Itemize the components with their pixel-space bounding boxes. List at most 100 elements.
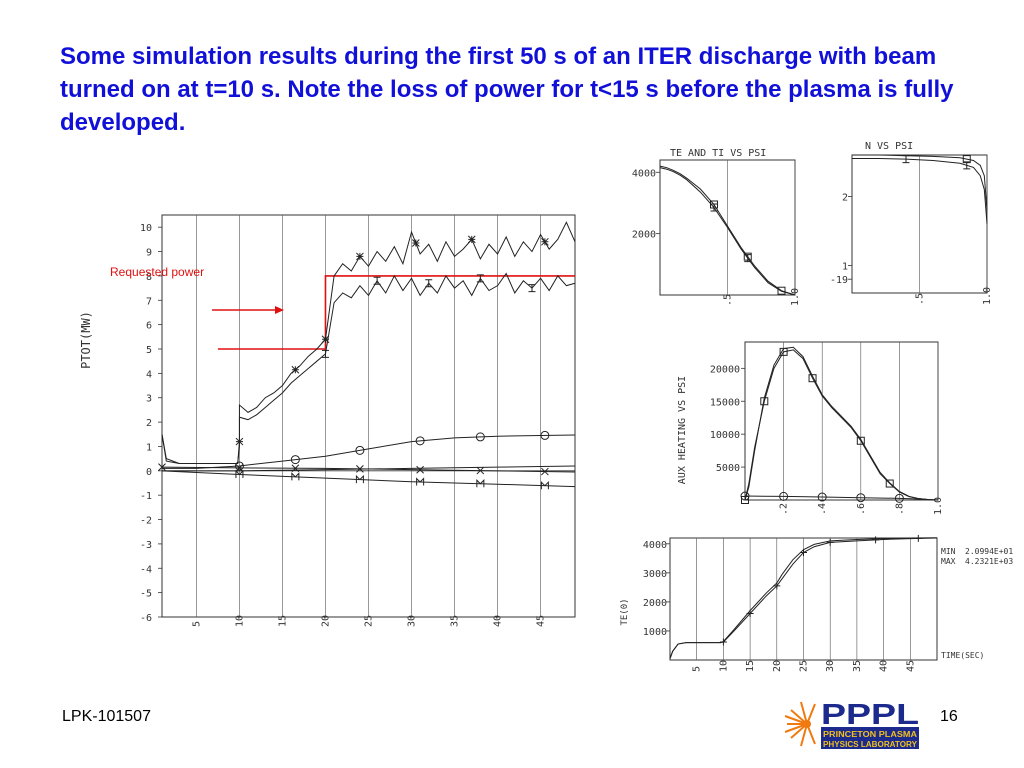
ptot-x-tick-label: 15 <box>277 615 288 627</box>
ptot-y-tick-label: 2 <box>146 418 152 429</box>
te0-min-value: 2.0994E+01 <box>965 547 1013 556</box>
ptot-y-tick-label: 1 <box>146 442 152 453</box>
n_psi-series-1-marker <box>962 155 971 164</box>
requested-power-line <box>217 275 575 350</box>
n-psi-plot: .5 1.0 2 1 -19 <box>830 154 993 305</box>
aux-series-2-marker <box>856 493 866 503</box>
ptot-x-tick-label: 40 <box>493 615 504 627</box>
slide-title: Some simulation results during the first… <box>60 43 954 136</box>
ptot-series-3-marker <box>158 463 166 472</box>
te-ti-chart: TE AND TI VS PSI .5 1.0 4000 2000 <box>632 148 800 306</box>
te0-y-tick-label: 4000 <box>643 540 667 551</box>
ptot-series-0-marker <box>411 239 420 247</box>
aux-series-2-line <box>744 495 939 501</box>
ptot-series-1-marker <box>321 349 329 358</box>
ptot-plot: 5 10 15 20 25 30 35 40 45109876543210-1-2-3-4-5-… <box>140 214 576 627</box>
aux-plot: .2 .4 .6 .8 1.0 20000 15000 10000 5000 <box>710 341 944 515</box>
n_psi-y-tick-label: -19 <box>830 275 848 286</box>
n-psi-chart: N VS PSI .5 1.0 2 1 -19 <box>830 141 993 305</box>
ptot-x-tick-label: 5 <box>191 621 202 627</box>
te_ti-series-1-marker <box>710 200 718 209</box>
aux-x-tick-label: .8 <box>894 503 905 515</box>
aux-series-2-marker <box>894 493 904 503</box>
ptot-series-1-marker <box>425 279 433 288</box>
te0-ylabel: TE(0) <box>620 598 630 625</box>
te0-x-tick-label: 5 <box>692 666 703 672</box>
ptot-series-5-marker <box>416 477 425 486</box>
te0-plot: 5 10 15 20 25 30 35 40 45 4000 3000 2000 1000 <box>643 534 938 672</box>
ptot-x-tick-label: 25 <box>364 615 375 627</box>
ptot-y-tick-label: -1 <box>140 491 152 502</box>
aux-series-2-marker <box>779 491 789 501</box>
aux-y-tick-label: 15000 <box>710 397 740 408</box>
aux-series-0-marker <box>808 374 817 383</box>
te0-chart: TE(0) 5 10 15 20 25 30 35 40 454000300020001000 … <box>620 534 1013 672</box>
ptot-y-tick-label: 3 <box>146 394 152 405</box>
te_ti-series-1-marker <box>743 252 752 261</box>
ptot-series-3-marker <box>235 464 244 472</box>
ptot-series-3-marker <box>476 466 485 475</box>
aux-series-0-line <box>744 349 939 501</box>
ptot-y-tick-label: 10 <box>140 223 152 234</box>
page-number: 16 <box>940 708 958 725</box>
n_psi-series-0-line <box>852 157 988 225</box>
ptot-y-tick-label: 6 <box>146 321 152 332</box>
te_ti-y-tick-label: 4000 <box>632 168 656 179</box>
ptot-series-3-marker <box>541 467 549 476</box>
te0-series-0-marker <box>872 536 880 544</box>
ptot-y-tick-label: 7 <box>146 296 152 307</box>
ptot-series-0-line <box>161 221 576 465</box>
ptot-x-tick-label: 10 <box>234 615 245 627</box>
ptot-series-5-marker <box>235 469 244 478</box>
ptot-series-4-line <box>162 465 576 472</box>
ptot-series-5-marker <box>355 474 364 484</box>
ptot-series-2-marker <box>415 436 425 446</box>
aux-x-tick-label: .2 <box>779 503 790 515</box>
aux-series-0-marker <box>856 436 865 445</box>
ptot-series-2-line <box>162 434 576 469</box>
ptot-series-0-marker <box>356 252 364 261</box>
ptot-x-tick-label: 45 <box>536 615 547 627</box>
ptot-series-2-marker <box>290 455 300 465</box>
footer-id: LPK-101507 <box>62 708 151 725</box>
te0-x-tick-label: 40 <box>879 660 890 672</box>
te0-x-tick-label: 30 <box>825 660 836 672</box>
te0-x-tick-label: 10 <box>718 660 729 672</box>
aux-x-tick-label: 1.0 <box>933 497 944 515</box>
ptot-series-5-marker <box>291 472 300 481</box>
logo-wordmark: PPPL <box>821 699 919 731</box>
ptot-ylabel: PTOT(MW) <box>79 311 93 369</box>
te0-xlabel: TIME(SEC) <box>941 651 984 660</box>
aux-series-0-marker <box>885 479 894 488</box>
ptot-x-tick-label: 35 <box>450 615 461 627</box>
n_psi-y-tick-label: 2 <box>842 192 848 203</box>
te0-x-tick-label: 15 <box>745 660 756 672</box>
ptot-series-0-marker <box>321 335 330 344</box>
ptot-y-tick-label: -3 <box>140 540 152 551</box>
te0-x-tick-label: 35 <box>852 660 863 672</box>
te-ti-title: TE AND TI VS PSI <box>670 148 766 159</box>
ptot-series-2-marker <box>540 430 550 440</box>
ptot-y-tick-label: 8 <box>146 272 152 283</box>
ptot-y-tick-label: 9 <box>146 248 152 259</box>
ptot-series-2-marker <box>475 432 485 442</box>
aux-y-tick-label: 5000 <box>716 463 740 474</box>
aux-ylabel: AUX HEATING VS PSI <box>677 376 688 484</box>
aux-series-2-marker <box>817 492 827 502</box>
requested-power-label: Requested power <box>110 265 204 279</box>
n_psi-series-1-line <box>852 154 988 211</box>
te0-series-1-line <box>669 537 938 659</box>
te0-max-value: 4.2321E+03 <box>965 557 1013 566</box>
ptot-series-0-marker <box>467 235 476 244</box>
ptot-series-1-marker <box>476 274 484 283</box>
ptot-y-tick-label: -2 <box>140 516 152 527</box>
aux-series-1-line <box>744 346 939 501</box>
aux-x-tick-label: .4 <box>817 503 828 515</box>
n_psi-x-tick-label: .5 <box>915 293 926 305</box>
ptot-series-5-line <box>161 470 576 488</box>
te0-y-tick-label: 3000 <box>643 569 667 580</box>
te_ti-series-1-line <box>659 165 796 296</box>
aux-x-tick-label: .6 <box>856 503 867 515</box>
n_psi-x-tick-label: 1.0 <box>982 287 993 305</box>
te0-y-tick-label: 2000 <box>643 598 667 609</box>
